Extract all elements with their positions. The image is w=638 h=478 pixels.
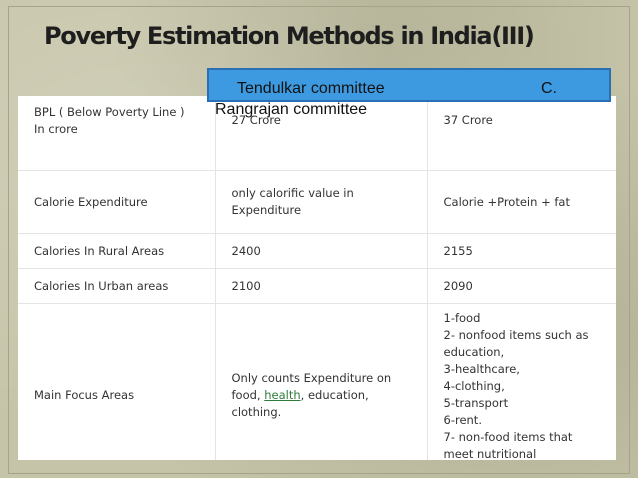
rangrajan-value: 1-food 2- nonfood items such as educatio… xyxy=(427,303,616,460)
column-header-box xyxy=(207,68,611,102)
tendulkar-header: Tendulkar committee xyxy=(237,80,385,97)
rangrajan-value: 2155 xyxy=(427,233,616,269)
focus-list-item: 7- non-food items that meet nutritional … xyxy=(443,430,573,460)
table-row: Main Focus Areas Only counts Expenditure… xyxy=(18,303,616,460)
tendulkar-value: 27 Crore xyxy=(215,96,428,171)
focus-list-item: 6-rent. xyxy=(443,413,482,427)
tendulkar-value: 2400 xyxy=(215,233,428,269)
tendulkar-text-after: , education, clothing. xyxy=(231,387,369,419)
health-link[interactable]: health xyxy=(264,387,301,402)
row-label: Calorie Expenditure xyxy=(18,170,216,234)
tendulkar-value: only calorific value in Expenditure xyxy=(215,170,428,234)
rangrajan-value: Calorie +Protein + fat xyxy=(427,170,616,234)
tendulkar-value: Only counts Expenditure on food, health,… xyxy=(215,303,428,460)
rangrajan-header-initial: C. xyxy=(541,80,557,97)
row-label: Main Focus Areas xyxy=(18,303,216,460)
table-row: Calories In Urban areas 2100 2090 xyxy=(18,268,616,304)
rangrajan-header: Rangrajan committee xyxy=(215,101,368,118)
focus-list-item: 1-food xyxy=(443,311,481,325)
rangrajan-value: 37 Crore xyxy=(427,96,616,171)
row-label: BPL ( Below Poverty Line ) In crore xyxy=(18,96,216,171)
focus-list-item: 2- nonfood items such as education, xyxy=(443,328,589,359)
row-label: Calories In Urban areas xyxy=(18,268,216,304)
row-label: Calories In Rural Areas xyxy=(18,233,216,269)
comparison-table: BPL ( Below Poverty Line ) In crore 27 C… xyxy=(18,96,616,460)
focus-list-item: 5-transport xyxy=(443,396,509,410)
slide-frame xyxy=(8,6,630,474)
tendulkar-text-before: Only counts Expenditure on food, xyxy=(231,370,392,402)
table-row: Calories In Rural Areas 2400 2155 xyxy=(18,233,616,269)
focus-list-item: 4-clothing, xyxy=(443,379,505,393)
table-row: BPL ( Below Poverty Line ) In crore 27 C… xyxy=(18,96,616,171)
comparison-table-image: BPL ( Below Poverty Line ) In crore 27 C… xyxy=(18,96,616,460)
rangrajan-value: 2090 xyxy=(427,268,616,304)
slide-title: Poverty Estimation Methods in India(III) xyxy=(44,22,535,50)
focus-list-item: 3-healthcare, xyxy=(443,362,520,376)
tendulkar-value: 2100 xyxy=(215,268,428,304)
table-row: Calorie Expenditure only calorific value… xyxy=(18,170,616,234)
